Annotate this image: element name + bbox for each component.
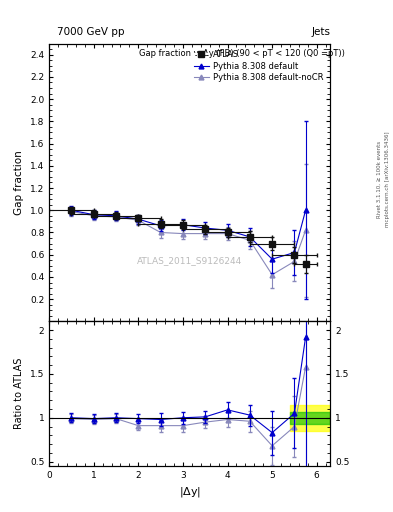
Text: 7000 GeV pp: 7000 GeV pp <box>57 27 125 37</box>
Text: Gap fraction vsΔy (FB) (90 < pT < 120 (Q0 =̅pT̅)): Gap fraction vsΔy (FB) (90 < pT < 120 (Q… <box>139 49 345 58</box>
Text: ATLAS_2011_S9126244: ATLAS_2011_S9126244 <box>137 256 242 265</box>
Text: Jets: Jets <box>311 27 330 37</box>
Y-axis label: Ratio to ATLAS: Ratio to ATLAS <box>14 358 24 430</box>
Legend: ATLAS, Pythia 8.308 default, Pythia 8.308 default-noCR: ATLAS, Pythia 8.308 default, Pythia 8.30… <box>191 48 326 84</box>
Text: Rivet 3.1.10, ≥ 100k events: Rivet 3.1.10, ≥ 100k events <box>377 141 382 218</box>
Y-axis label: Gap fraction: Gap fraction <box>14 150 24 215</box>
Text: mcplots.cern.ch [arXiv:1306.3436]: mcplots.cern.ch [arXiv:1306.3436] <box>385 132 389 227</box>
X-axis label: |$\Delta$y|: |$\Delta$y| <box>178 485 201 499</box>
